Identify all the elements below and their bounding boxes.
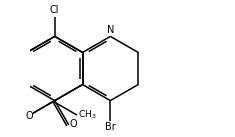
Text: O: O: [25, 111, 33, 121]
Text: Cl: Cl: [50, 5, 59, 15]
Text: Br: Br: [105, 122, 116, 132]
Text: CH$_3$: CH$_3$: [78, 109, 97, 121]
Text: O: O: [69, 119, 77, 129]
Text: N: N: [107, 25, 114, 35]
